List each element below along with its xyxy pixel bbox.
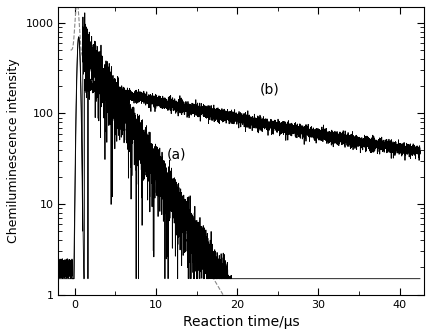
- Text: (a): (a): [166, 148, 185, 162]
- Y-axis label: Chemiluminescence intensity: Chemiluminescence intensity: [7, 58, 20, 243]
- X-axis label: Reaction time/μs: Reaction time/μs: [182, 315, 299, 329]
- Text: (b): (b): [259, 82, 279, 96]
